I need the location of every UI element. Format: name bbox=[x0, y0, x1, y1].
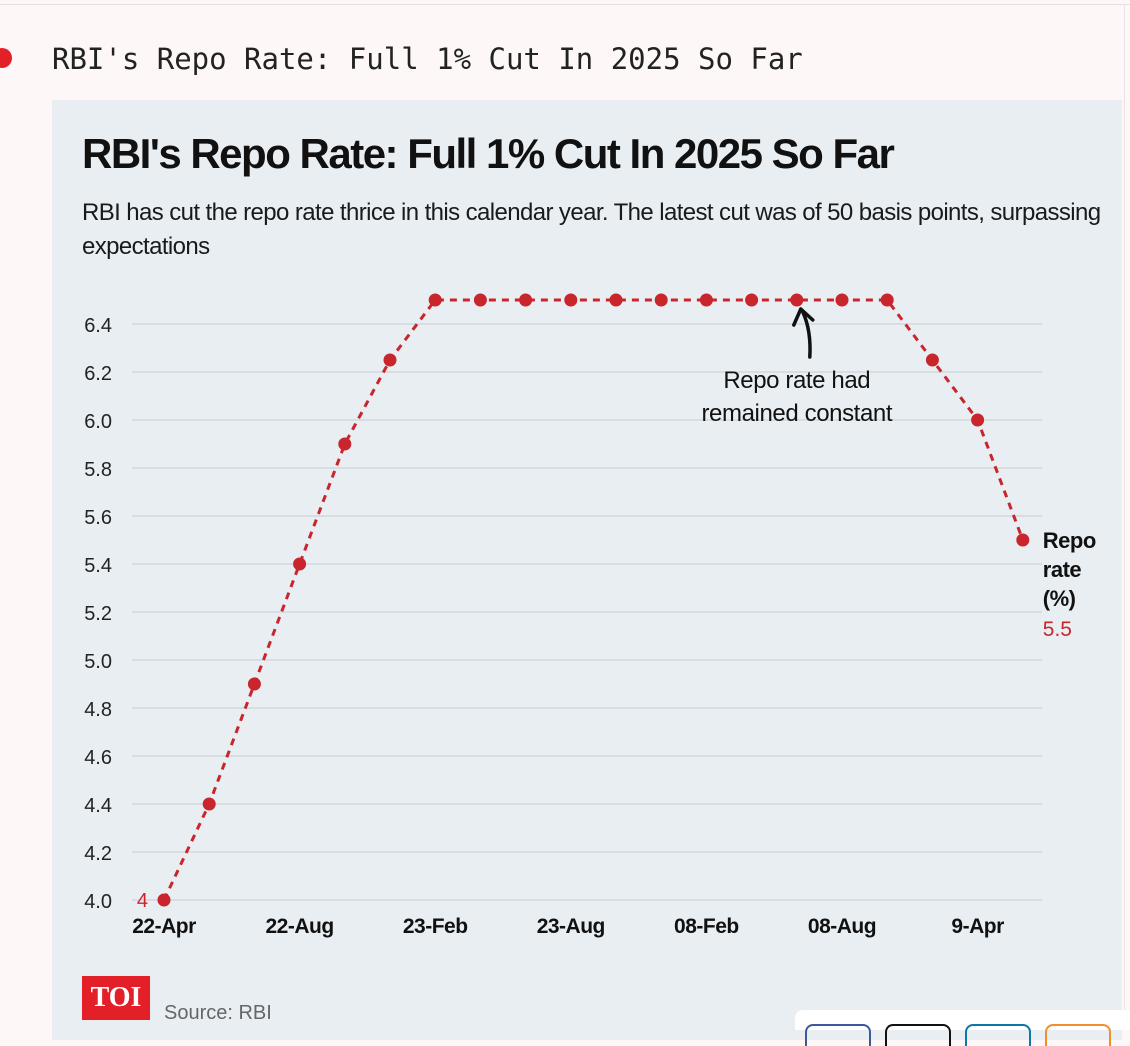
data-point bbox=[247, 677, 261, 691]
annotation-arrow bbox=[801, 310, 812, 359]
share-bar bbox=[795, 1010, 1130, 1046]
data-point bbox=[157, 893, 171, 907]
annotation-arrowhead bbox=[792, 307, 815, 327]
data-point bbox=[745, 293, 759, 307]
end-value-label: 5.5 bbox=[1043, 618, 1072, 641]
y-tick-label: 5.0 bbox=[84, 651, 112, 673]
x-tick-label: 08-Feb bbox=[674, 915, 739, 938]
data-point bbox=[293, 557, 307, 571]
share-button-x[interactable] bbox=[885, 1024, 951, 1046]
line-chart: 4.0 4.2 4.4 4.6 4.8 5.0 5.2 5.4 5.6 5.8 6.0 6.2 6.4 2… bbox=[84, 293, 1096, 938]
y-tick-label: 5.6 bbox=[84, 507, 112, 529]
right-divider bbox=[1124, 4, 1125, 1030]
data-point bbox=[790, 293, 804, 307]
x-tick-label: 23-Aug bbox=[537, 915, 605, 938]
end-series-label: rate bbox=[1043, 557, 1082, 582]
x-tick-label: 23-Feb bbox=[403, 915, 468, 938]
data-point bbox=[654, 293, 668, 307]
heading-bullet bbox=[0, 48, 12, 68]
x-tick-label: 08-Aug bbox=[808, 915, 876, 938]
data-point bbox=[835, 293, 849, 307]
y-tick-label: 5.4 bbox=[84, 555, 112, 577]
page-heading: RBI's Repo Rate: Full 1% Cut In 2025 So … bbox=[52, 42, 803, 76]
y-tick-label: 6.0 bbox=[84, 411, 112, 433]
chart-title: RBI's Repo Rate: Full 1% Cut In 2025 So … bbox=[82, 130, 895, 177]
data-point bbox=[383, 353, 397, 367]
data-point bbox=[609, 293, 623, 307]
start-value-label: 4 bbox=[137, 890, 148, 912]
y-tick-label: 4.8 bbox=[84, 699, 112, 721]
toi-logo[interactable]: TOI bbox=[82, 976, 150, 1020]
y-tick-label: 6.2 bbox=[84, 363, 112, 385]
y-tick-label: 5.8 bbox=[84, 459, 112, 481]
annotation-text: Repo rate had bbox=[723, 367, 870, 394]
y-tick-label: 4.0 bbox=[84, 891, 112, 913]
y-tick-label: 4.2 bbox=[84, 843, 112, 865]
annotation-text: remained constant bbox=[701, 400, 892, 427]
data-point bbox=[971, 413, 985, 427]
data-point bbox=[519, 293, 533, 307]
data-point bbox=[564, 293, 578, 307]
share-button-email[interactable] bbox=[1045, 1024, 1111, 1046]
end-series-label: (%) bbox=[1043, 586, 1076, 611]
source-text: Source: RBI bbox=[164, 1002, 272, 1024]
x-tick-label: 22-Apr bbox=[132, 915, 196, 938]
share-button-facebook[interactable] bbox=[805, 1024, 871, 1046]
data-point bbox=[338, 437, 352, 451]
x-tick-label: 22-Aug bbox=[266, 915, 334, 938]
data-point bbox=[428, 293, 442, 307]
data-point bbox=[925, 353, 939, 367]
y-tick-label: 4.4 bbox=[84, 795, 112, 817]
series-line bbox=[162, 298, 1025, 901]
data-point bbox=[202, 797, 216, 811]
y-tick-label: 5.2 bbox=[84, 603, 112, 625]
y-tick-label: 4.6 bbox=[84, 747, 112, 769]
data-point bbox=[880, 293, 894, 307]
data-point bbox=[1016, 533, 1030, 547]
share-button-linkedin[interactable] bbox=[965, 1024, 1031, 1046]
top-divider bbox=[0, 4, 1130, 5]
end-series-label: Repo bbox=[1043, 528, 1096, 553]
x-tick-label: 9-Apr bbox=[951, 915, 1004, 938]
y-tick-label: 6.4 bbox=[84, 315, 112, 337]
data-point bbox=[699, 293, 713, 307]
data-point bbox=[473, 293, 487, 307]
chart-subtitle: RBI has cut the repo rate thrice in this… bbox=[82, 199, 1101, 260]
chart-card: RBI's Repo Rate: Full 1% Cut In 2025 So … bbox=[52, 100, 1122, 1040]
